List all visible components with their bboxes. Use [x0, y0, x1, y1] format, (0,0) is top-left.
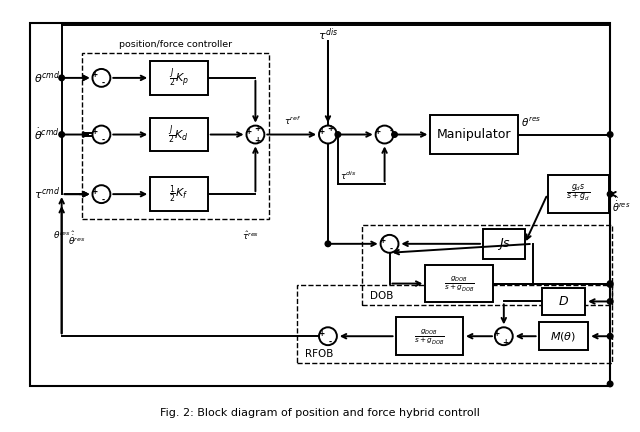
Text: Fig. 2: Block diagram of position and force hybrid controll: Fig. 2: Block diagram of position and fo… — [160, 408, 480, 418]
Text: position/force controller: position/force controller — [119, 40, 232, 49]
Text: -: - — [328, 338, 332, 347]
Text: +: + — [245, 127, 252, 136]
Bar — [426, 265, 493, 302]
Circle shape — [92, 185, 110, 203]
Text: +: + — [502, 338, 509, 347]
Circle shape — [607, 299, 613, 304]
Circle shape — [607, 334, 613, 339]
Text: $\dot{\theta}^{cmd}$: $\dot{\theta}^{cmd}$ — [34, 127, 60, 142]
Text: +: + — [254, 136, 260, 145]
Bar — [396, 318, 463, 355]
Circle shape — [319, 126, 337, 143]
Bar — [539, 322, 588, 350]
Text: +: + — [92, 187, 97, 196]
Text: +: + — [92, 127, 97, 136]
Text: +: + — [327, 124, 333, 133]
Bar — [430, 114, 518, 154]
Text: $\frac{J}{2}K_p$: $\frac{J}{2}K_p$ — [169, 67, 189, 89]
Circle shape — [392, 132, 397, 137]
Text: $\hat{\dot{\theta}}^{res}$: $\hat{\dot{\theta}}^{res}$ — [612, 194, 630, 214]
Bar — [150, 61, 208, 95]
Text: +: + — [493, 329, 500, 338]
Circle shape — [607, 281, 613, 286]
Text: $\tau^{cmd}$: $\tau^{cmd}$ — [34, 186, 60, 203]
Circle shape — [607, 381, 613, 387]
Circle shape — [59, 132, 65, 137]
Circle shape — [92, 126, 110, 143]
Circle shape — [495, 327, 513, 345]
Text: -: - — [102, 79, 105, 89]
Text: -: - — [102, 136, 105, 145]
Circle shape — [325, 241, 331, 247]
Bar — [541, 288, 586, 315]
Text: RFOB: RFOB — [305, 349, 333, 359]
Circle shape — [246, 126, 264, 143]
Text: -: - — [102, 196, 105, 205]
Text: +: + — [318, 127, 324, 136]
Text: $\frac{1}{2}K_f$: $\frac{1}{2}K_f$ — [169, 184, 189, 205]
Text: $\frac{g_d s}{s+g_d}$: $\frac{g_d s}{s+g_d}$ — [566, 183, 591, 205]
Bar — [150, 177, 208, 211]
Bar — [483, 229, 525, 259]
Text: $D$: $D$ — [558, 295, 569, 308]
Circle shape — [59, 75, 65, 81]
Circle shape — [319, 327, 337, 345]
Circle shape — [381, 235, 399, 253]
Bar — [81, 53, 269, 219]
Circle shape — [92, 69, 110, 87]
Text: $\tau^{ref}$: $\tau^{ref}$ — [284, 114, 301, 127]
Text: $\theta^{res}$: $\theta^{res}$ — [521, 116, 541, 129]
Bar — [150, 118, 208, 152]
Text: +: + — [380, 236, 386, 245]
Bar — [30, 23, 610, 386]
Bar — [362, 225, 612, 305]
Text: DOB: DOB — [370, 292, 393, 302]
Text: +: + — [318, 329, 324, 338]
Text: $Js$: $Js$ — [497, 236, 511, 252]
Text: $\theta^{res}$: $\theta^{res}$ — [52, 229, 70, 241]
Text: -: - — [390, 127, 393, 136]
Text: Manipulator: Manipulator — [436, 128, 511, 141]
Text: $\tau^{dis}$: $\tau^{dis}$ — [318, 26, 338, 43]
Text: $\theta^{cmd}$: $\theta^{cmd}$ — [34, 70, 60, 86]
Circle shape — [607, 191, 613, 197]
Text: $M(\theta)$: $M(\theta)$ — [550, 330, 577, 343]
Text: -: - — [390, 245, 393, 254]
Text: $\frac{g_{DOB}}{s+g_{DOB}}$: $\frac{g_{DOB}}{s+g_{DOB}}$ — [414, 327, 445, 346]
Text: +: + — [92, 70, 97, 79]
Text: $\tau^{dis}$: $\tau^{dis}$ — [340, 170, 356, 182]
Text: +: + — [254, 124, 260, 133]
Text: $\hat{\dot{\theta}}^{res}$: $\hat{\dot{\theta}}^{res}$ — [68, 229, 85, 247]
Text: $\frac{g_{DOB}}{s+g_{DOB}}$: $\frac{g_{DOB}}{s+g_{DOB}}$ — [444, 274, 475, 293]
Text: +: + — [374, 127, 381, 136]
Circle shape — [335, 132, 340, 137]
Text: $\frac{J}{2}K_d$: $\frac{J}{2}K_d$ — [168, 123, 189, 146]
Text: $\hat{\tau}^{res}$: $\hat{\tau}^{res}$ — [242, 229, 259, 241]
Circle shape — [607, 282, 613, 287]
Bar — [297, 285, 612, 363]
Circle shape — [607, 132, 613, 137]
Circle shape — [376, 126, 394, 143]
Bar — [548, 175, 609, 213]
